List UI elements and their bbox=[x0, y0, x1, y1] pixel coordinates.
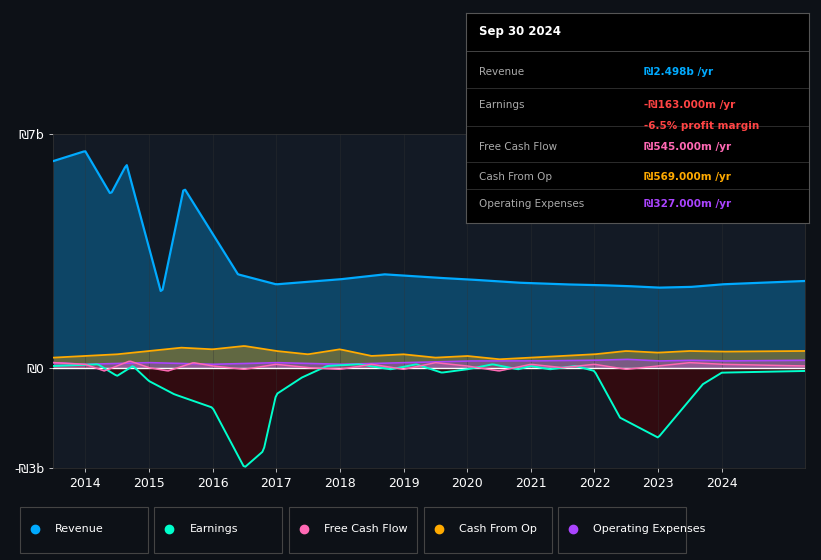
Text: Free Cash Flow: Free Cash Flow bbox=[324, 524, 408, 534]
Text: Earnings: Earnings bbox=[479, 100, 525, 110]
Text: ₪545.000m /yr: ₪545.000m /yr bbox=[644, 142, 731, 152]
Text: -₪163.000m /yr: -₪163.000m /yr bbox=[644, 100, 736, 110]
Text: Cash From Op: Cash From Op bbox=[459, 524, 537, 534]
Text: -6.5% profit margin: -6.5% profit margin bbox=[644, 122, 759, 131]
Text: Earnings: Earnings bbox=[190, 524, 238, 534]
Text: Operating Expenses: Operating Expenses bbox=[594, 524, 706, 534]
Text: Sep 30 2024: Sep 30 2024 bbox=[479, 26, 562, 39]
Text: Cash From Op: Cash From Op bbox=[479, 172, 553, 181]
Text: Operating Expenses: Operating Expenses bbox=[479, 199, 585, 209]
Text: Revenue: Revenue bbox=[479, 67, 525, 77]
Text: ₪569.000m /yr: ₪569.000m /yr bbox=[644, 172, 731, 181]
Text: Free Cash Flow: Free Cash Flow bbox=[479, 142, 557, 152]
Text: ₪327.000m /yr: ₪327.000m /yr bbox=[644, 199, 731, 209]
Text: ₪2.498b /yr: ₪2.498b /yr bbox=[644, 67, 713, 77]
Text: Revenue: Revenue bbox=[55, 524, 103, 534]
